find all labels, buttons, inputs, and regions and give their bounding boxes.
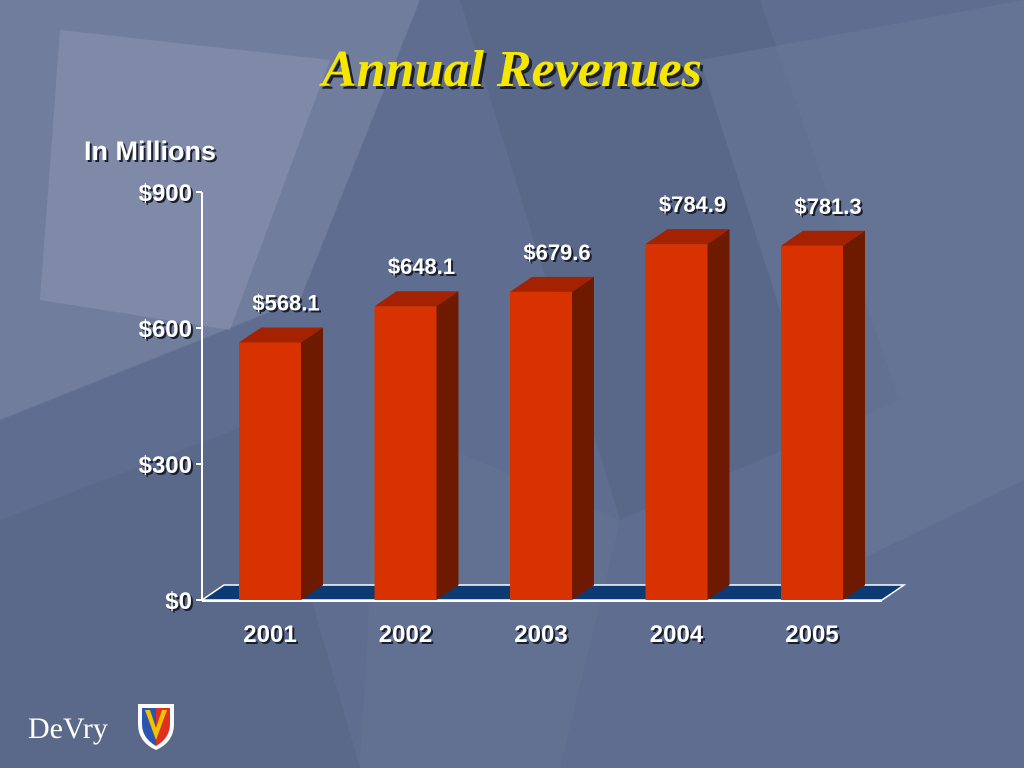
data-label: $648.1 [388, 254, 455, 279]
data-label: $781.3 [794, 194, 861, 219]
y-tick-label: $0 [165, 588, 192, 615]
x-tick-label-shadow: 2005 [787, 623, 840, 650]
data-label: $568.1 [252, 290, 319, 315]
bar-side [843, 230, 865, 600]
bar [239, 342, 301, 600]
x-tick-label-shadow: 2003 [516, 623, 569, 650]
x-tick-label: 2004 [650, 621, 704, 648]
y-tick-label: $900 [139, 180, 192, 207]
data-label: $784.9 [659, 192, 726, 217]
x-tick-label-shadow: 2004 [652, 623, 706, 650]
bar-top [645, 229, 730, 245]
bar-side [301, 327, 323, 600]
logo-wordmark: DeVry [28, 712, 108, 745]
x-tick-label-shadow: 2001 [245, 623, 298, 650]
bar-top [374, 291, 459, 307]
bar-top [239, 327, 323, 343]
bar-top [510, 276, 594, 292]
x-tick-label: 2002 [379, 621, 432, 648]
shield-icon [138, 704, 174, 750]
y-tick-label-shadow: $600 [141, 318, 194, 345]
data-label-shadow: $781.3 [796, 196, 863, 221]
devry-logo: DeVry [28, 700, 178, 756]
bar-side [707, 229, 730, 601]
y-tick-label-shadow: $300 [141, 454, 194, 481]
bar [781, 245, 843, 600]
bar-side [572, 276, 594, 600]
bar [510, 291, 572, 600]
bar-top [781, 230, 865, 246]
x-tick-label: 2003 [514, 621, 567, 648]
data-label-shadow: $679.6 [525, 242, 592, 267]
y-tick-label: $300 [139, 452, 192, 479]
bar [645, 244, 708, 601]
data-label: $679.6 [523, 240, 590, 265]
y-tick-label-shadow: $900 [141, 182, 194, 209]
data-label-shadow: $568.1 [254, 292, 321, 317]
slide-title: Annual Revenues [322, 41, 702, 98]
y-tick-label: $600 [139, 316, 192, 343]
data-label-shadow: $784.9 [661, 194, 728, 219]
data-label-shadow: $648.1 [390, 256, 457, 281]
x-tick-label: 2005 [785, 621, 838, 648]
y-axis-unit-label: In Millions [84, 136, 216, 166]
x-tick-label-shadow: 2002 [381, 623, 434, 650]
bar-side [436, 291, 459, 600]
bar [374, 306, 437, 600]
y-tick-label-shadow: $0 [167, 590, 194, 617]
x-tick-label: 2001 [243, 621, 296, 648]
